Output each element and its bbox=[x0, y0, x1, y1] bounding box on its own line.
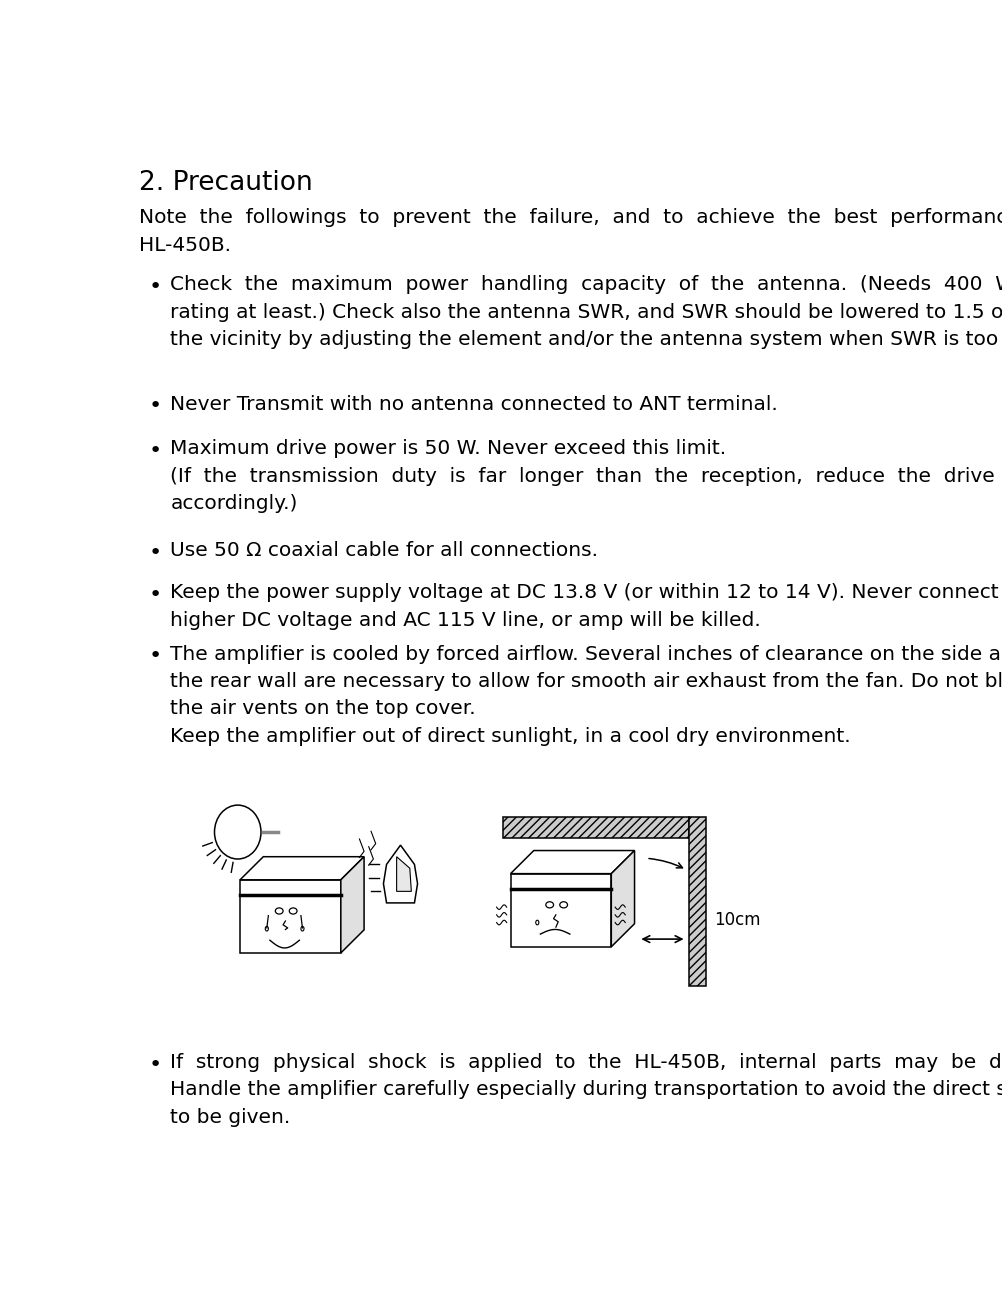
Text: Check  the  maximum  power  handling  capacity  of  the  antenna.  (Needs  400  : Check the maximum power handling capacit… bbox=[170, 276, 1002, 348]
Polygon shape bbox=[610, 850, 634, 946]
Text: 2. Precaution: 2. Precaution bbox=[139, 170, 313, 196]
Polygon shape bbox=[239, 857, 364, 880]
Polygon shape bbox=[510, 850, 634, 874]
Text: Note  the  followings  to  prevent  the  failure,  and  to  achieve  the  best  : Note the followings to prevent the failu… bbox=[139, 208, 1002, 255]
Text: Keep the power supply voltage at DC 13.8 V (or within 12 to 14 V). Never connect: Keep the power supply voltage at DC 13.8… bbox=[170, 584, 1002, 629]
Text: Use 50 Ω coaxial cable for all connections.: Use 50 Ω coaxial cable for all connectio… bbox=[170, 541, 598, 560]
Text: The amplifier is cooled by forced airflow. Several inches of clearance on the si: The amplifier is cooled by forced airflo… bbox=[170, 645, 1002, 746]
Text: Maximum drive power is 50 W. Never exceed this limit.
(If  the  transmission  du: Maximum drive power is 50 W. Never excee… bbox=[170, 439, 1002, 514]
Polygon shape bbox=[396, 857, 411, 892]
Polygon shape bbox=[510, 874, 610, 946]
Polygon shape bbox=[341, 857, 364, 953]
Text: •: • bbox=[148, 277, 161, 296]
Text: •: • bbox=[148, 646, 161, 667]
Polygon shape bbox=[688, 816, 705, 987]
Polygon shape bbox=[502, 816, 688, 838]
Text: •: • bbox=[148, 441, 161, 462]
Text: •: • bbox=[148, 585, 161, 604]
Text: •: • bbox=[148, 542, 161, 563]
Text: Never Transmit with no antenna connected to ANT terminal.: Never Transmit with no antenna connected… bbox=[170, 395, 778, 413]
Text: 10cm: 10cm bbox=[713, 910, 761, 928]
Text: If  strong  physical  shock  is  applied  to  the  HL-450B,  internal  parts  ma: If strong physical shock is applied to t… bbox=[170, 1053, 1002, 1127]
Text: •: • bbox=[148, 396, 161, 416]
Polygon shape bbox=[383, 845, 417, 903]
Polygon shape bbox=[239, 880, 341, 953]
Text: •: • bbox=[148, 1054, 161, 1075]
